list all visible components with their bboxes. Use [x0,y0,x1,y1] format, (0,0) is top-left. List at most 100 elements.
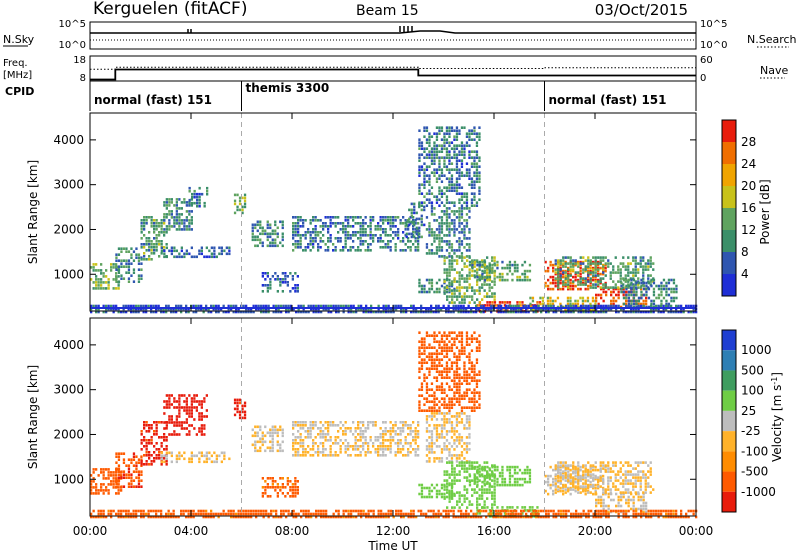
echo-cell [440,147,444,150]
echo-cell [227,304,230,308]
echo-cell [480,310,483,314]
echo-cell [215,310,218,314]
echo-cell [432,310,435,314]
echo-cell [352,234,355,237]
echo-cell [463,144,466,147]
echo-cell [501,301,504,304]
echo-cell [516,263,519,267]
echo-cell [369,234,372,237]
echo-cell [430,156,434,159]
echo-cell [294,216,297,219]
echo-cell [302,451,305,454]
echo-cell [95,304,98,308]
echo-cell [435,430,439,433]
echo-cell [261,495,264,498]
echo-cell [478,186,481,189]
echo-cell [559,274,562,277]
echo-cell [297,222,300,225]
echo-cell [455,171,459,174]
echo-cell [473,275,477,279]
echo-cell [264,480,267,483]
echo-cell [445,421,449,424]
echo-cell [443,406,446,409]
echo-cell [233,211,237,215]
echo-cell [433,486,436,490]
echo-cell [271,241,274,245]
echo-cell [205,394,208,397]
echo-cell [155,243,158,246]
echo-cell [448,255,451,258]
echo-cell [266,220,269,224]
echo-cell [160,219,163,222]
echo-cell [299,225,302,228]
echo-cell [284,278,287,281]
echo-cell [120,265,123,268]
echo-cell [516,471,519,475]
echo-cell [165,255,168,259]
echo-cell [175,216,178,219]
echo-cell [372,237,375,240]
echo-cell [647,280,650,283]
echo-cell [466,506,469,509]
echo-cell [369,249,372,252]
echo-cell [438,361,441,364]
echo-cell [342,433,345,436]
echo-cell [483,295,486,298]
echo-cell [364,228,367,231]
echo-cell [443,290,446,294]
echo-cell [667,304,670,308]
echo-cell [178,213,181,216]
echo-cell [107,304,110,308]
echo-cell [418,232,421,236]
echo-cell [377,237,380,240]
echo-cell [562,283,565,286]
echo-cell [456,295,459,298]
echo-cell [516,278,519,282]
echo-cell [379,237,382,240]
echo-cell [470,186,474,189]
echo-cell [135,455,138,458]
echo-cell [382,445,385,448]
echo-cell [148,430,151,433]
echo-cell [418,186,421,189]
echo-cell [675,304,678,308]
echo-cell [281,477,284,480]
echo-cell [440,225,444,228]
echo-cell [404,234,407,237]
echo-cell [453,259,456,262]
echo-cell [132,470,136,473]
echo-cell [614,283,617,286]
echo-cell [629,262,632,265]
echo-cell [657,296,661,300]
echo-cell [369,231,372,234]
echo-cell [428,138,431,141]
echo-cell [537,304,540,308]
echo-cell [132,452,136,455]
echo-cell [423,349,426,352]
nsky-trace [90,30,696,34]
echo-cell [147,304,150,308]
echo-cell [452,304,455,308]
echo-cell [610,299,613,303]
echo-cell [625,278,628,282]
echo-cell [448,418,451,421]
echo-cell [433,174,436,177]
echo-cell [97,269,100,272]
echo-cell [274,223,277,227]
echo-cell [297,310,300,314]
echo-cell [433,346,436,349]
echo-cell [435,364,439,367]
echo-cell [433,340,436,343]
echo-cell [481,491,484,494]
echo-cell [261,284,264,287]
echo-cell [191,201,194,205]
echo-cell [165,231,168,234]
echo-cell [470,337,474,340]
echo-cell [448,454,451,457]
echo-cell [443,367,446,370]
echo-cell [488,289,491,292]
echo-cell [297,424,300,427]
echo-cell [322,448,325,451]
echo-cell [367,424,370,427]
echo-cell [632,283,635,286]
